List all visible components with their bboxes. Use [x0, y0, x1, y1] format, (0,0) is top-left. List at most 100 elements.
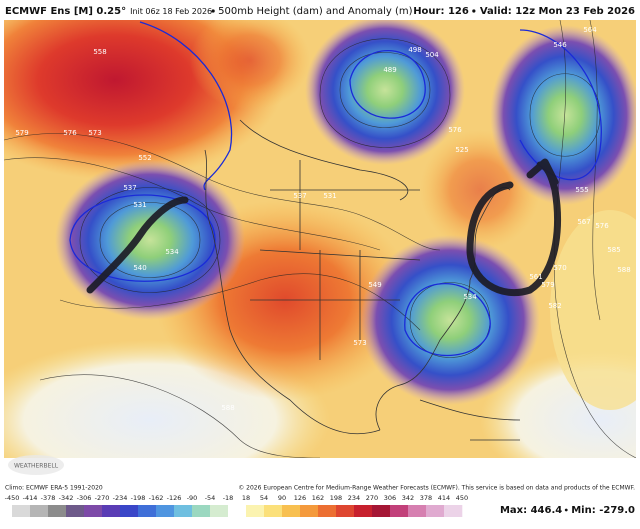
- contour-label: 489: [383, 66, 396, 74]
- field-description: 500mb Height (dam) and Anomaly (m): [218, 6, 412, 17]
- colorbar: -450 -414 -378 -342 -306 -270 -234 -198 -162 -126…: [5, 494, 468, 517]
- contour-label: 555: [575, 186, 588, 194]
- colorbar-swatch: [12, 505, 31, 517]
- contour-label: 582: [548, 302, 561, 310]
- contour-label: 573: [353, 339, 366, 347]
- contour-label: 561: [529, 273, 542, 281]
- min-value: Min: -279.0: [571, 505, 635, 516]
- colorbar-tick-label: 162: [312, 494, 324, 502]
- contour-label: 537: [123, 184, 136, 192]
- colorbar-swatch: [192, 505, 211, 517]
- contour-label: 534: [165, 248, 179, 256]
- colorbar-tick-label: 270: [366, 494, 378, 502]
- colorbar-swatch: [282, 505, 301, 517]
- colorbar-tick-label: 90: [278, 494, 286, 502]
- contour-label: 558: [93, 48, 106, 56]
- contour-label: 552: [138, 154, 151, 162]
- colorbar-tick-label: 198: [330, 494, 342, 502]
- colorbar-tick-label: -18: [223, 494, 234, 502]
- climo-note: Climo: ECMWF ERA-5 1991-2020: [5, 485, 103, 492]
- contour-label: 579: [15, 129, 28, 137]
- contour-label: 498: [408, 46, 421, 54]
- contour-label: 549: [368, 281, 381, 289]
- init-time: Init 06z 18 Feb 2026: [130, 7, 212, 16]
- colorbar-swatch: [66, 505, 85, 517]
- colorbar-swatch: [264, 505, 283, 517]
- colorbar-tick-label: -270: [95, 494, 110, 502]
- colorbar-tick-label: 234: [348, 494, 360, 502]
- colorbar-tick-label: -378: [41, 494, 56, 502]
- colorbar-tick-label: -450: [5, 494, 20, 502]
- contour-label: 576: [595, 222, 609, 230]
- colorbar-swatch: [174, 505, 193, 517]
- contour-label: 573: [88, 129, 101, 137]
- contour-label: 588: [617, 266, 630, 274]
- colorbar-tick-label: -162: [149, 494, 164, 502]
- title: ECMWF Ens [M] 0.25° Init 06z 18 Feb 2026: [5, 6, 212, 17]
- colorbar-tick-label: -54: [205, 494, 216, 502]
- forecast-hour: Hour: 126: [413, 6, 469, 17]
- contour-label: 534: [463, 293, 477, 301]
- colorbar-swatch: [408, 505, 427, 517]
- colorbar-swatch: [102, 505, 121, 517]
- colorbar-swatch: [138, 505, 157, 517]
- colorbar-tick-label: -414: [23, 494, 38, 502]
- contour-label: 585: [607, 246, 620, 254]
- contour-label: 525: [455, 146, 468, 154]
- colorbar-tick-label: -198: [131, 494, 146, 502]
- contour-label: 576: [448, 126, 462, 134]
- colorbar-tick-label: 378: [420, 494, 432, 502]
- contour-label: 546: [553, 41, 567, 49]
- colorbar-swatch: [228, 505, 247, 517]
- colorbar-swatch: [444, 505, 463, 517]
- valid-time: Valid: 12z Mon 23 Feb 2026: [480, 6, 635, 17]
- contours: [4, 20, 636, 458]
- colorbar-tick-label: -306: [77, 494, 92, 502]
- copyright: © 2026 European Centre for Medium-Range …: [238, 485, 635, 492]
- colorbar-tick-label: 450: [456, 494, 468, 502]
- contour-label: 588: [221, 404, 234, 412]
- coastlines: [204, 119, 521, 441]
- colorbar-tick-label: 54: [260, 494, 268, 502]
- colorbar-tick-label: -342: [59, 494, 74, 502]
- colorbar-tick-label: 414: [438, 494, 450, 502]
- max-value: Max: 446.4: [500, 505, 562, 516]
- separator: [472, 9, 476, 13]
- map: 558 579 576 573 552 537 531 534 540 537 531 489 498 5…: [4, 20, 636, 458]
- colorbar-swatch: [372, 505, 391, 517]
- logo-text: WEATHERBELL: [14, 463, 59, 470]
- colorbar-swatch: [48, 505, 67, 517]
- colorbar-swatch: [120, 505, 139, 517]
- contour-label: 579: [541, 281, 554, 289]
- colorbar-swatch: [390, 505, 409, 517]
- colorbar-swatch: [30, 505, 49, 517]
- colorbar-swatch: [210, 505, 229, 517]
- colorbar-tick-label: -234: [113, 494, 128, 502]
- colorbar-tick-label: -126: [167, 494, 182, 502]
- logo: WEATHERBELL: [8, 455, 64, 475]
- contour-label: 504: [425, 51, 439, 59]
- contour-label: 540: [133, 264, 146, 272]
- hand-drawn-annotations: [86, 158, 561, 297]
- colorbar-tick-label: -90: [187, 494, 198, 502]
- colorbar-swatch: [318, 505, 337, 517]
- colorbar-swatch: [246, 505, 265, 517]
- contour-label: 576: [63, 129, 77, 137]
- contour-label: 537: [293, 192, 306, 200]
- colorbar-tick-label: 18: [242, 494, 250, 502]
- separator: [564, 508, 568, 512]
- colorbar-tick-label: 306: [384, 494, 396, 502]
- colorbar-swatch: [156, 505, 175, 517]
- separator: [211, 9, 215, 13]
- contour-label: 531: [323, 192, 336, 200]
- colorbar-tick-label: 342: [402, 494, 414, 502]
- colorbar-tick-label: 126: [294, 494, 306, 502]
- colorbar-swatch: [336, 505, 355, 517]
- contour-label: 570: [553, 264, 566, 272]
- contour-label: 531: [133, 201, 146, 209]
- contour-label: 567: [577, 218, 590, 226]
- colorbar-swatch: [354, 505, 373, 517]
- model-name: ECMWF Ens [M] 0.25°: [5, 6, 126, 17]
- colorbar-swatch: [300, 505, 319, 517]
